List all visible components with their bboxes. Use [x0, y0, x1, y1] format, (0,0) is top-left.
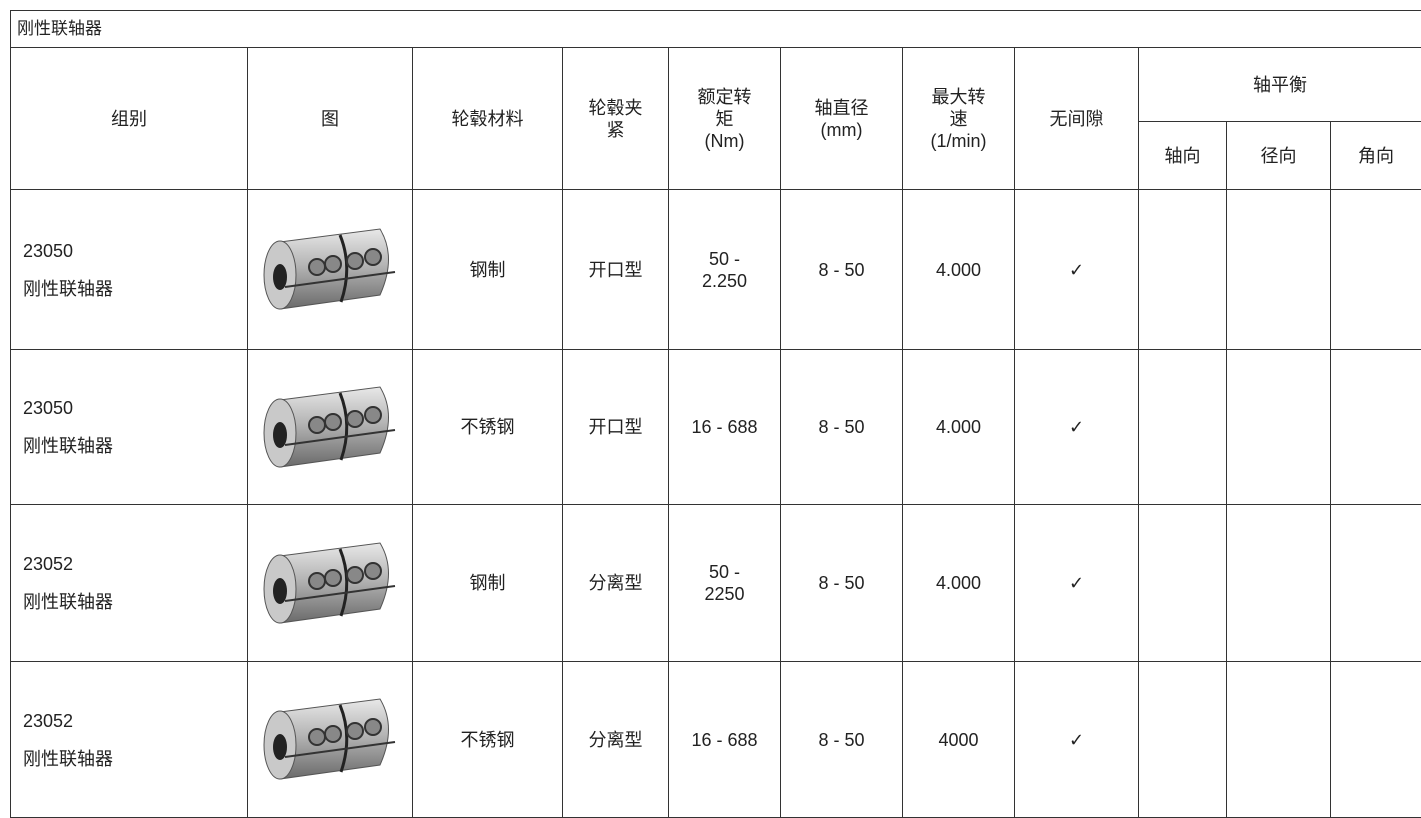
image-cell [247, 661, 413, 818]
balance-cell [1138, 349, 1227, 505]
material-cell: 钢制 [412, 189, 563, 350]
material-cell: 钢制 [412, 504, 563, 662]
cell-line: 16 - 688 [691, 417, 758, 437]
column-header: 组别 [10, 47, 248, 190]
cell-line: 50 - [708, 248, 741, 269]
speed-cell: 4.000 [902, 349, 1015, 505]
diameter-cell: 8 - 50 [780, 189, 903, 350]
cell-line: 速 [949, 108, 968, 129]
group-cell: 23050 刚性联轴器 [10, 349, 248, 505]
clamp-cell: 分离型 [562, 504, 669, 662]
cell-line: 2.250 [701, 270, 748, 291]
cell-line: 无间隙 [1049, 108, 1104, 129]
balance-cell [1138, 661, 1227, 818]
coupling-image [263, 698, 396, 780]
cell-line: (1/min) [930, 130, 987, 151]
cell-line: 刚性联轴器 [23, 592, 113, 612]
group-cell: 23052 刚性联轴器 [10, 661, 248, 818]
material-cell: 不锈钢 [412, 661, 563, 818]
data-row: 23050 刚性联轴器 不锈钢 开口型 16 - 688 8 - 50 4.000 ✓ [10, 349, 1421, 505]
cell-line: 图 [321, 108, 339, 129]
cell-line: 刚性联轴器 [23, 748, 113, 769]
sub-header: 角向 [1329, 121, 1421, 190]
cell-line: 2250 [704, 584, 745, 604]
cell-line: 23050 [23, 398, 74, 418]
balance-cell [1329, 661, 1421, 818]
balance-cell [1329, 189, 1421, 350]
torque-cell: 50 -2250 [668, 504, 781, 662]
header-row: 组别图轮毂材料 轮毂夹紧额定转矩 (Nm) 轴直径 (mm) 最大转速 (1/min) 无间隙… [10, 47, 1421, 190]
clamp-cell: 开口型 [562, 189, 669, 350]
backlash-cell: ✓ [1014, 504, 1139, 662]
group-cell: 23050 刚性联轴器 [10, 189, 248, 350]
data-row: 23052 刚性联轴器 不锈钢 分离型 16 - 688 8 - 50 4000 ✓ [10, 661, 1421, 818]
group-header: 轴平衡 [1137, 47, 1421, 122]
balance-cell [1329, 349, 1421, 505]
clamp-cell: 分离型 [562, 661, 669, 818]
cell-line: 16 - 688 [691, 729, 758, 750]
column-header: 额定转矩 (Nm) [668, 47, 781, 190]
diameter-cell: 8 - 50 [780, 661, 903, 818]
column-header: 图 [247, 47, 413, 190]
backlash-cell: ✓ [1014, 661, 1139, 818]
coupling-table: 刚性联轴器 组别图轮毂材料 轮毂夹紧额定转矩 (Nm) 轴直径 (mm) 最大转速 (1/mi… [9, 10, 1421, 818]
diameter-cell: 8 - 50 [780, 504, 903, 662]
balance-cell [1226, 504, 1331, 662]
diameter-cell: 8 - 50 [780, 349, 903, 505]
balance-cell [1138, 504, 1227, 662]
cell-line: 50 - [708, 562, 741, 582]
cell-line: 23052 [23, 554, 74, 574]
cell-line: 刚性联轴器 [23, 278, 113, 299]
balance-cell [1226, 661, 1331, 818]
balance-cell [1226, 189, 1331, 350]
cell-line: 组别 [111, 108, 147, 129]
cell-line: 刚性联轴器 [23, 436, 113, 456]
cell-line: 轮毂材料 [451, 108, 524, 129]
column-header: 轮毂材料 [412, 47, 563, 190]
image-cell [247, 504, 413, 662]
cell-line: 紧 [606, 119, 625, 140]
balance-cell [1138, 189, 1227, 350]
cell-line: 轴直径 [814, 97, 869, 118]
cell-line: (mm) [820, 119, 863, 140]
balance-cell [1329, 504, 1421, 662]
torque-cell: 16 - 688 [668, 349, 781, 505]
cell-line: 矩 [715, 108, 734, 129]
sub-header: 轴向 [1138, 121, 1227, 190]
data-row: 23050 刚性联轴器 钢制 开口型 50 -2.250 8 - 50 4.000 ✓ [10, 189, 1421, 350]
cell-line: 23052 [23, 710, 74, 731]
group-cell: 23052 刚性联轴器 [10, 504, 248, 662]
coupling-image [263, 541, 396, 624]
cell-line: 轮毂夹 [588, 97, 643, 118]
torque-cell: 16 - 688 [668, 661, 781, 818]
column-header: 无间隙 [1014, 47, 1139, 190]
speed-cell: 4.000 [902, 504, 1015, 662]
backlash-cell: ✓ [1014, 349, 1139, 505]
material-cell: 不锈钢 [412, 349, 563, 505]
coupling-image [263, 228, 396, 310]
cell-line: 额定转 [697, 86, 752, 107]
table-title: 刚性联轴器 [9, 10, 1421, 48]
column-header: 轴直径 (mm) [780, 47, 903, 190]
cell-line: 最大转 [931, 86, 986, 107]
cell-line: 23050 [23, 240, 74, 261]
torque-cell: 50 -2.250 [668, 189, 781, 350]
column-header: 轮毂夹紧 [562, 47, 669, 190]
image-cell [247, 189, 413, 350]
balance-cell [1226, 349, 1331, 505]
data-row: 23052 刚性联轴器 钢制 分离型 50 -2250 8 - 50 4.000 ✓ [10, 504, 1421, 662]
image-cell [247, 349, 413, 505]
backlash-cell: ✓ [1014, 189, 1139, 350]
coupling-image [263, 385, 396, 468]
cell-line: (Nm) [704, 130, 745, 151]
column-header: 最大转速 (1/min) [902, 47, 1015, 190]
title-row: 刚性联轴器 [9, 10, 1421, 48]
speed-cell: 4000 [902, 661, 1015, 818]
clamp-cell: 开口型 [562, 349, 669, 505]
sub-header: 径向 [1226, 121, 1331, 190]
speed-cell: 4.000 [902, 189, 1015, 350]
